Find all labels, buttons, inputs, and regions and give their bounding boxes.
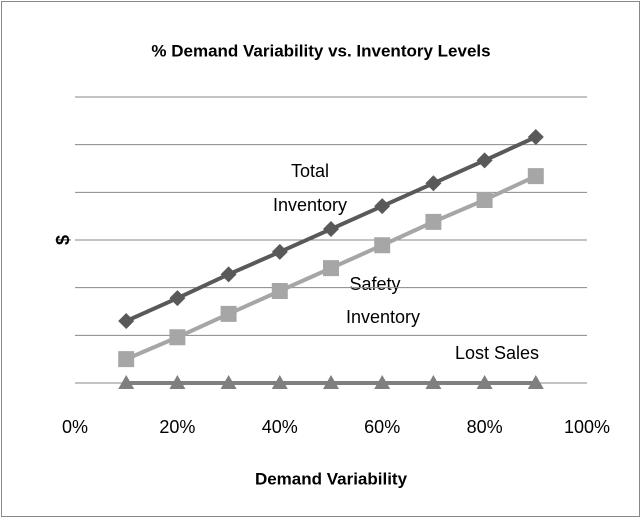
- annotation: Inventory: [273, 195, 347, 215]
- marker: [271, 243, 288, 260]
- annotation: Safety: [349, 274, 400, 294]
- x-tick-label: 20%: [159, 417, 195, 437]
- marker: [527, 375, 544, 389]
- marker: [169, 329, 186, 346]
- marker: [425, 175, 442, 192]
- marker: [374, 198, 391, 215]
- marker: [118, 375, 135, 389]
- marker: [118, 313, 135, 330]
- x-tick-label: 40%: [262, 417, 298, 437]
- marker: [476, 191, 493, 208]
- chart-title: % Demand Variability vs. Inventory Level…: [151, 41, 490, 60]
- annotation: Lost Sales: [455, 343, 539, 363]
- marker: [425, 213, 442, 230]
- marker: [323, 375, 339, 389]
- marker: [323, 260, 339, 277]
- marker: [169, 375, 186, 389]
- marker: [118, 351, 135, 368]
- marker: [220, 375, 237, 389]
- annotation: Total: [291, 161, 329, 181]
- marker: [271, 283, 288, 300]
- marker: [374, 375, 391, 389]
- x-tick-label: 0%: [62, 417, 88, 437]
- marker: [220, 266, 237, 283]
- marker: [527, 129, 544, 146]
- x-axis-label: Demand Variability: [255, 469, 408, 488]
- marker: [374, 237, 391, 254]
- marker: [271, 375, 288, 389]
- marker: [476, 375, 493, 389]
- marker: [527, 168, 544, 185]
- marker: [476, 152, 493, 169]
- x-tick-label: 80%: [467, 417, 503, 437]
- annotation: Inventory: [346, 307, 420, 327]
- x-tick-label: 60%: [364, 417, 400, 437]
- marker: [169, 290, 186, 307]
- x-tick-label: 100%: [564, 417, 610, 437]
- marker: [220, 305, 237, 322]
- y-axis-label: $: [53, 235, 73, 245]
- marker: [323, 221, 339, 238]
- marker: [425, 375, 442, 389]
